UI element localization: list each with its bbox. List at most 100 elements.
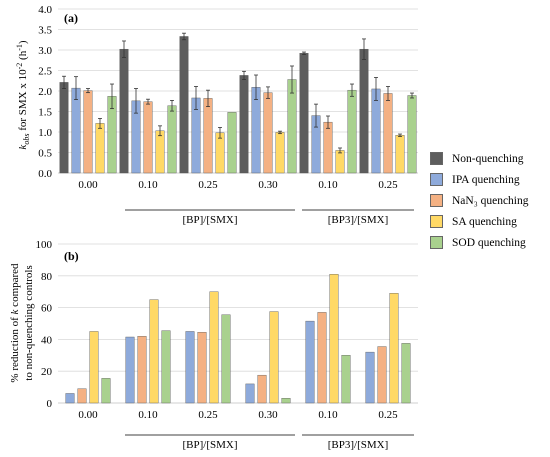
b-x-tick-label: 0.25: [198, 409, 218, 421]
a-y-tick-label: 3.5: [38, 25, 52, 37]
b-bar-sod-quenching: [161, 330, 171, 404]
panel-a-chart: 0.0 0.5 1.0 1.5 2.0 2.5 3.0 3.5 4.0 0.00 0.10 0.25…: [15, 4, 418, 226]
b-x-tick-label: 0.30: [258, 409, 278, 421]
b-bar-sa-quenching: [149, 299, 159, 404]
a-bar-nan-quenching: [143, 101, 153, 174]
a-bar-sod-quenching: [347, 89, 357, 174]
legend-label-sa: SA quenching: [452, 215, 517, 228]
b-y-tick-label: 100: [36, 239, 53, 251]
b-bar-nan-quenching: [77, 388, 87, 404]
panel-b-chart: 0 20 40 60 80 100 0.00 0.10 0.25 0.30 0.10 0.25 (b…: [9, 239, 418, 451]
a-bar-sa-quenching: [215, 132, 225, 174]
b-bar-ipa-quenching: [365, 351, 375, 404]
a-bar-sa-quenching: [335, 150, 345, 174]
b-bar-ipa-quenching: [245, 383, 255, 404]
b-bar-nan-quenching: [197, 332, 207, 404]
panel-a-x-ticks: 0.00 0.10 0.25 0.30 0.10 0.25: [78, 179, 398, 191]
a-bar-nan-quenching: [263, 92, 273, 174]
b-bar-ipa-quenching: [305, 320, 315, 404]
a-bar-sod-quenching: [407, 95, 417, 174]
a-bar-nan-quenching: [83, 90, 93, 174]
panel-a-y-axis-label: kobs for SMX x 10-2 (h-1): [15, 40, 31, 149]
a-y-tick-label: 2.5: [38, 66, 52, 78]
a-y-tick-label: 2.0: [38, 86, 52, 98]
legend-item-sod: SOD quenching: [430, 232, 529, 253]
b-bar-sod-quenching: [281, 398, 291, 404]
panel-b-group-label-bp: [BP]/[SMX]: [182, 439, 237, 451]
legend-swatch-sod: [430, 236, 443, 249]
a-y-tick-label: 3.0: [38, 45, 52, 57]
a-bar-non-quenching: [119, 48, 129, 174]
legend-swatch-sa: [430, 215, 443, 228]
a-y-tick-label: 1.0: [38, 127, 52, 139]
legend-swatch-non-quenching: [430, 152, 443, 165]
panel-a-group-label-bp3: [BP3]/[SMX]: [328, 214, 389, 226]
legend-swatch-ipa: [430, 173, 443, 186]
a-x-tick-label: 0.25: [378, 179, 398, 191]
b-y-tick-label: 60: [41, 303, 53, 315]
a-bar-nan-quenching: [203, 98, 213, 174]
panel-b-bars: [65, 274, 411, 404]
panel-b-group-label-bp3: [BP3]/[SMX]: [328, 439, 389, 451]
b-bar-sa-quenching: [389, 293, 399, 404]
a-bar-non-quenching: [239, 75, 249, 174]
a-y-tick-label: 0.5: [38, 148, 52, 160]
a-bar-non-quenching: [179, 36, 189, 174]
a-y-tick-label: 4.0: [38, 4, 52, 16]
b-bar-ipa-quenching: [185, 331, 195, 404]
a-bar-non-quenching: [59, 82, 69, 174]
b-y-tick-label: 20: [41, 366, 53, 378]
legend-item-ipa: IPA quenching: [430, 169, 529, 190]
panel-b-label: (b): [64, 249, 79, 263]
panel-b-y-axis-label-line2: to non-quenching controls: [23, 265, 35, 380]
legend: Non-quenching IPA quenching NaN₃ quenchi…: [430, 148, 529, 253]
a-bar-sod-quenching: [227, 112, 237, 174]
b-x-tick-label: 0.00: [78, 409, 98, 421]
a-bar-nan-quenching: [383, 93, 393, 174]
panel-b-y-axis-label-line1: % reduction of k compared: [9, 263, 21, 383]
b-bar-nan-quenching: [377, 346, 387, 404]
legend-item-sa: SA quenching: [430, 211, 529, 232]
a-bar-sa-quenching: [275, 132, 285, 174]
a-x-tick-label: 0.25: [198, 179, 218, 191]
panel-b-y-ticks: 0 20 40 60 80 100: [36, 239, 53, 410]
b-x-tick-label: 0.25: [378, 409, 398, 421]
a-y-tick-label: 1.5: [38, 107, 52, 119]
b-x-tick-label: 0.10: [318, 409, 338, 421]
b-x-tick-label: 0.10: [138, 409, 158, 421]
a-bar-non-quenching: [299, 53, 309, 174]
b-bar-ipa-quenching: [125, 336, 135, 404]
panel-a-label: (a): [64, 11, 78, 25]
b-bar-sod-quenching: [341, 355, 351, 404]
b-bar-sa-quenching: [329, 274, 339, 404]
legend-label-sod: SOD quenching: [452, 236, 526, 249]
a-bar-ipa-quenching: [71, 87, 81, 174]
a-bar-sa-quenching: [95, 123, 105, 174]
b-bar-sod-quenching: [221, 314, 231, 404]
b-bar-sa-quenching: [89, 331, 99, 404]
a-bar-sod-quenching: [287, 79, 297, 174]
b-y-tick-label: 0: [47, 398, 53, 410]
legend-swatch-nan3: [430, 194, 443, 207]
b-bar-sa-quenching: [209, 291, 219, 404]
b-bar-ipa-quenching: [65, 393, 75, 404]
legend-item-non-quenching: Non-quenching: [430, 148, 529, 169]
legend-item-nan3: NaN₃ quenching: [430, 190, 529, 211]
panel-a-bars: [59, 32, 417, 174]
b-bar-nan-quenching: [137, 336, 147, 404]
b-bar-sod-quenching: [101, 378, 111, 404]
panel-a-y-ticks: 0.0 0.5 1.0 1.5 2.0 2.5 3.0 3.5 4.0: [38, 4, 52, 180]
panel-b-x-ticks: 0.00 0.10 0.25 0.30 0.10 0.25: [78, 409, 398, 421]
a-bar-non-quenching: [359, 48, 369, 174]
a-y-tick-label: 0.0: [38, 168, 52, 180]
a-x-tick-label: 0.30: [258, 179, 278, 191]
b-bar-nan-quenching: [317, 312, 327, 404]
b-bar-sod-quenching: [401, 343, 411, 404]
panel-a-group-label-bp: [BP]/[SMX]: [182, 214, 237, 226]
a-bar-sa-quenching: [395, 135, 405, 174]
panel-a-gridlines: [58, 8, 418, 174]
panel-b-gridlines: [58, 243, 418, 404]
a-bar-sa-quenching: [155, 130, 165, 174]
a-bar-ipa-quenching: [371, 88, 381, 174]
b-bar-sa-quenching: [269, 311, 279, 404]
